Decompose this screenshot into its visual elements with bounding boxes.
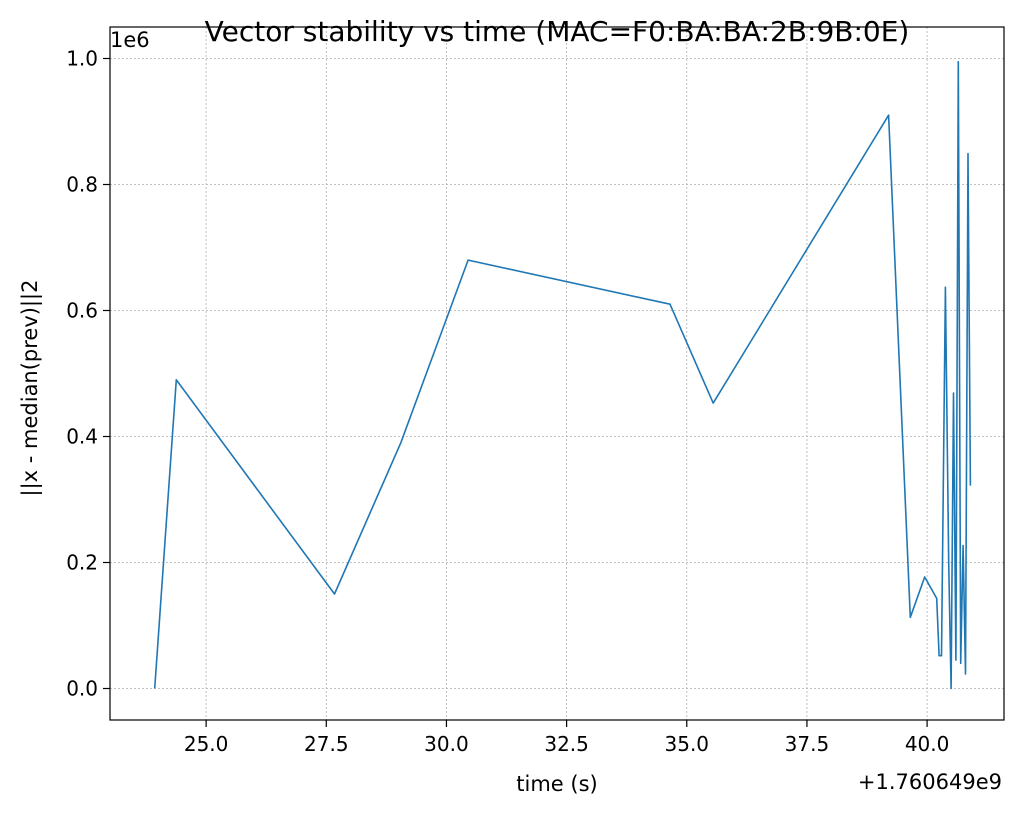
grid-lines — [110, 27, 1004, 720]
y-tick-label: 0.2 — [66, 551, 98, 575]
x-offset-label: +1.760649e9 — [858, 770, 1002, 794]
y-tick-label: 1.0 — [66, 47, 98, 71]
x-axis-label: time (s) — [516, 772, 597, 796]
y-axis-ticks: 0.0 0.2 0.4 0.6 0.8 1.0 — [66, 47, 110, 701]
x-tick-label: 25.0 — [184, 732, 229, 756]
x-tick-label: 32.5 — [544, 732, 589, 756]
x-tick-label: 27.5 — [304, 732, 349, 756]
plot-frame — [109, 26, 1005, 721]
x-axis-ticks: 25.0 27.5 30.0 32.5 35.0 37.5 40.0 — [184, 720, 949, 756]
chart-title: Vector stability vs time (MAC=F0:BA:BA:2… — [205, 15, 910, 48]
y-tick-label: 0.8 — [66, 173, 98, 197]
x-tick-label: 40.0 — [905, 732, 950, 756]
x-tick-label: 30.0 — [424, 732, 469, 756]
x-tick-label: 35.0 — [665, 732, 710, 756]
series-line — [153, 60, 972, 690]
y-scale-label: 1e6 — [110, 28, 150, 52]
y-tick-label: 0.6 — [66, 299, 98, 323]
y-axis-label: ||x - median(prev)||2 — [18, 280, 43, 497]
x-tick-label: 37.5 — [785, 732, 830, 756]
y-tick-label: 0.4 — [66, 425, 98, 449]
y-tick-label: 0.0 — [66, 677, 98, 701]
